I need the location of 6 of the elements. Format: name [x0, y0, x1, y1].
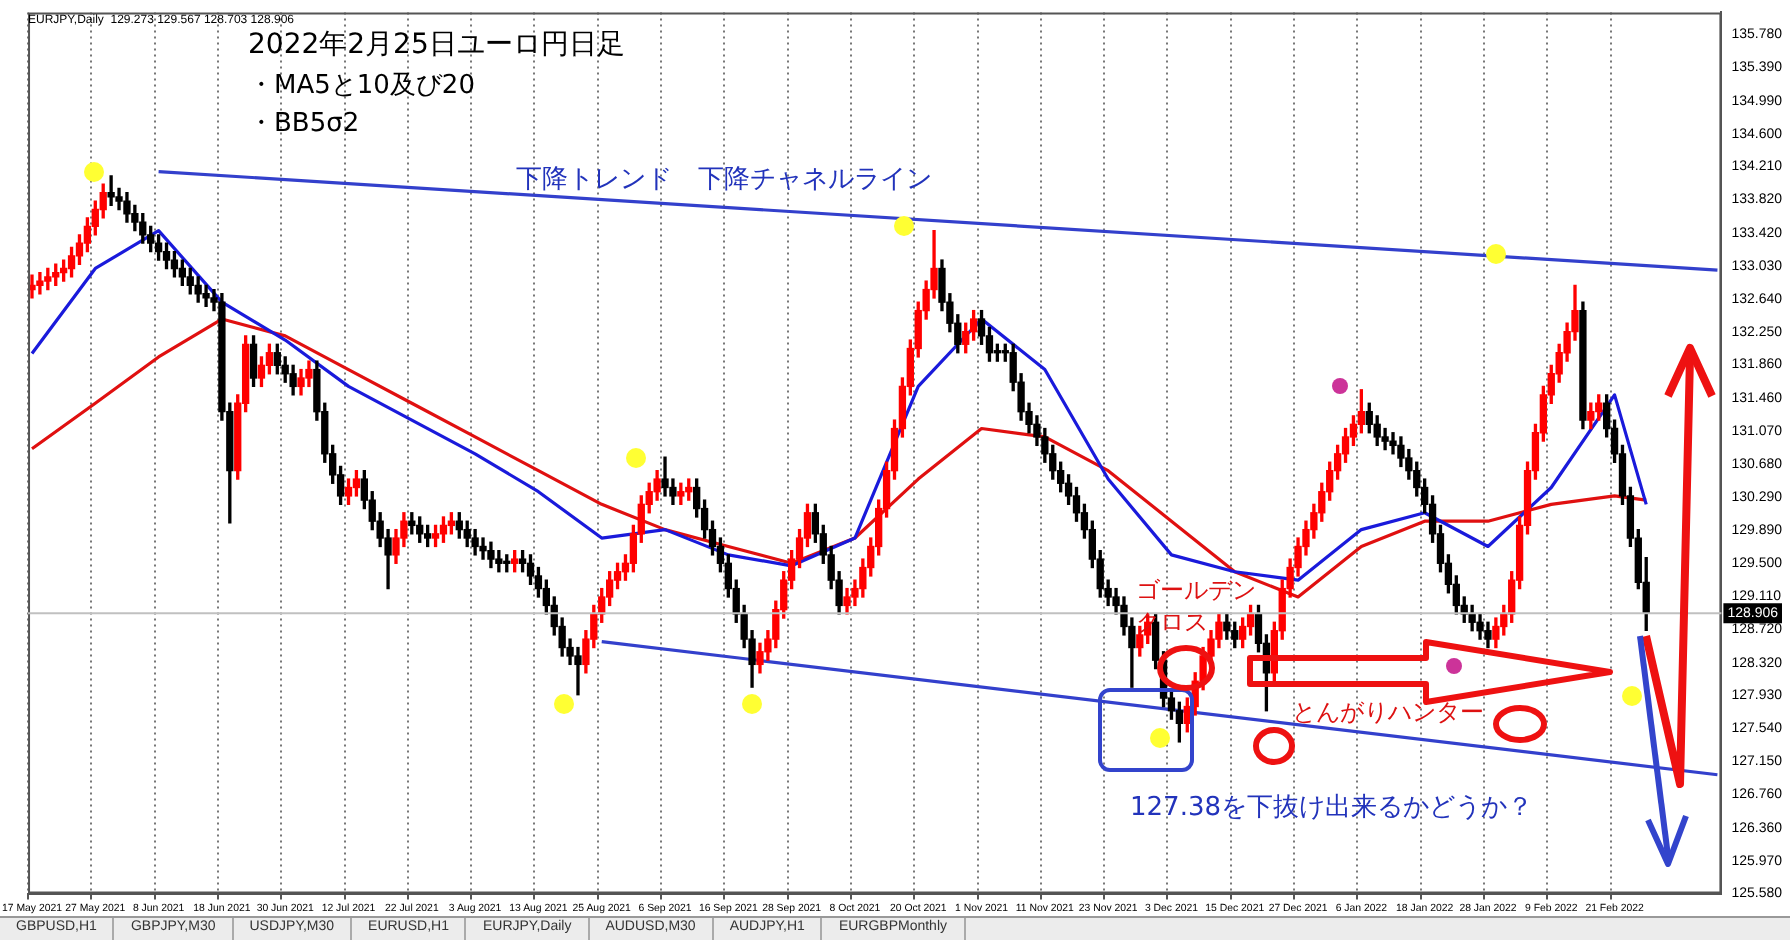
annotation: 下降トレンド 下降チャネルライン — [516, 164, 932, 195]
annotation: 127.38を下抜け出来るかどうか？ — [1130, 792, 1533, 823]
text: 2022年2月25日ユーロ円日足 — [248, 29, 625, 62]
annotation: ・BB5σ2 — [248, 108, 360, 139]
annotation: ・MA5と10及び20 — [248, 70, 475, 101]
annotation: とんがりハンター — [1292, 698, 1484, 727]
